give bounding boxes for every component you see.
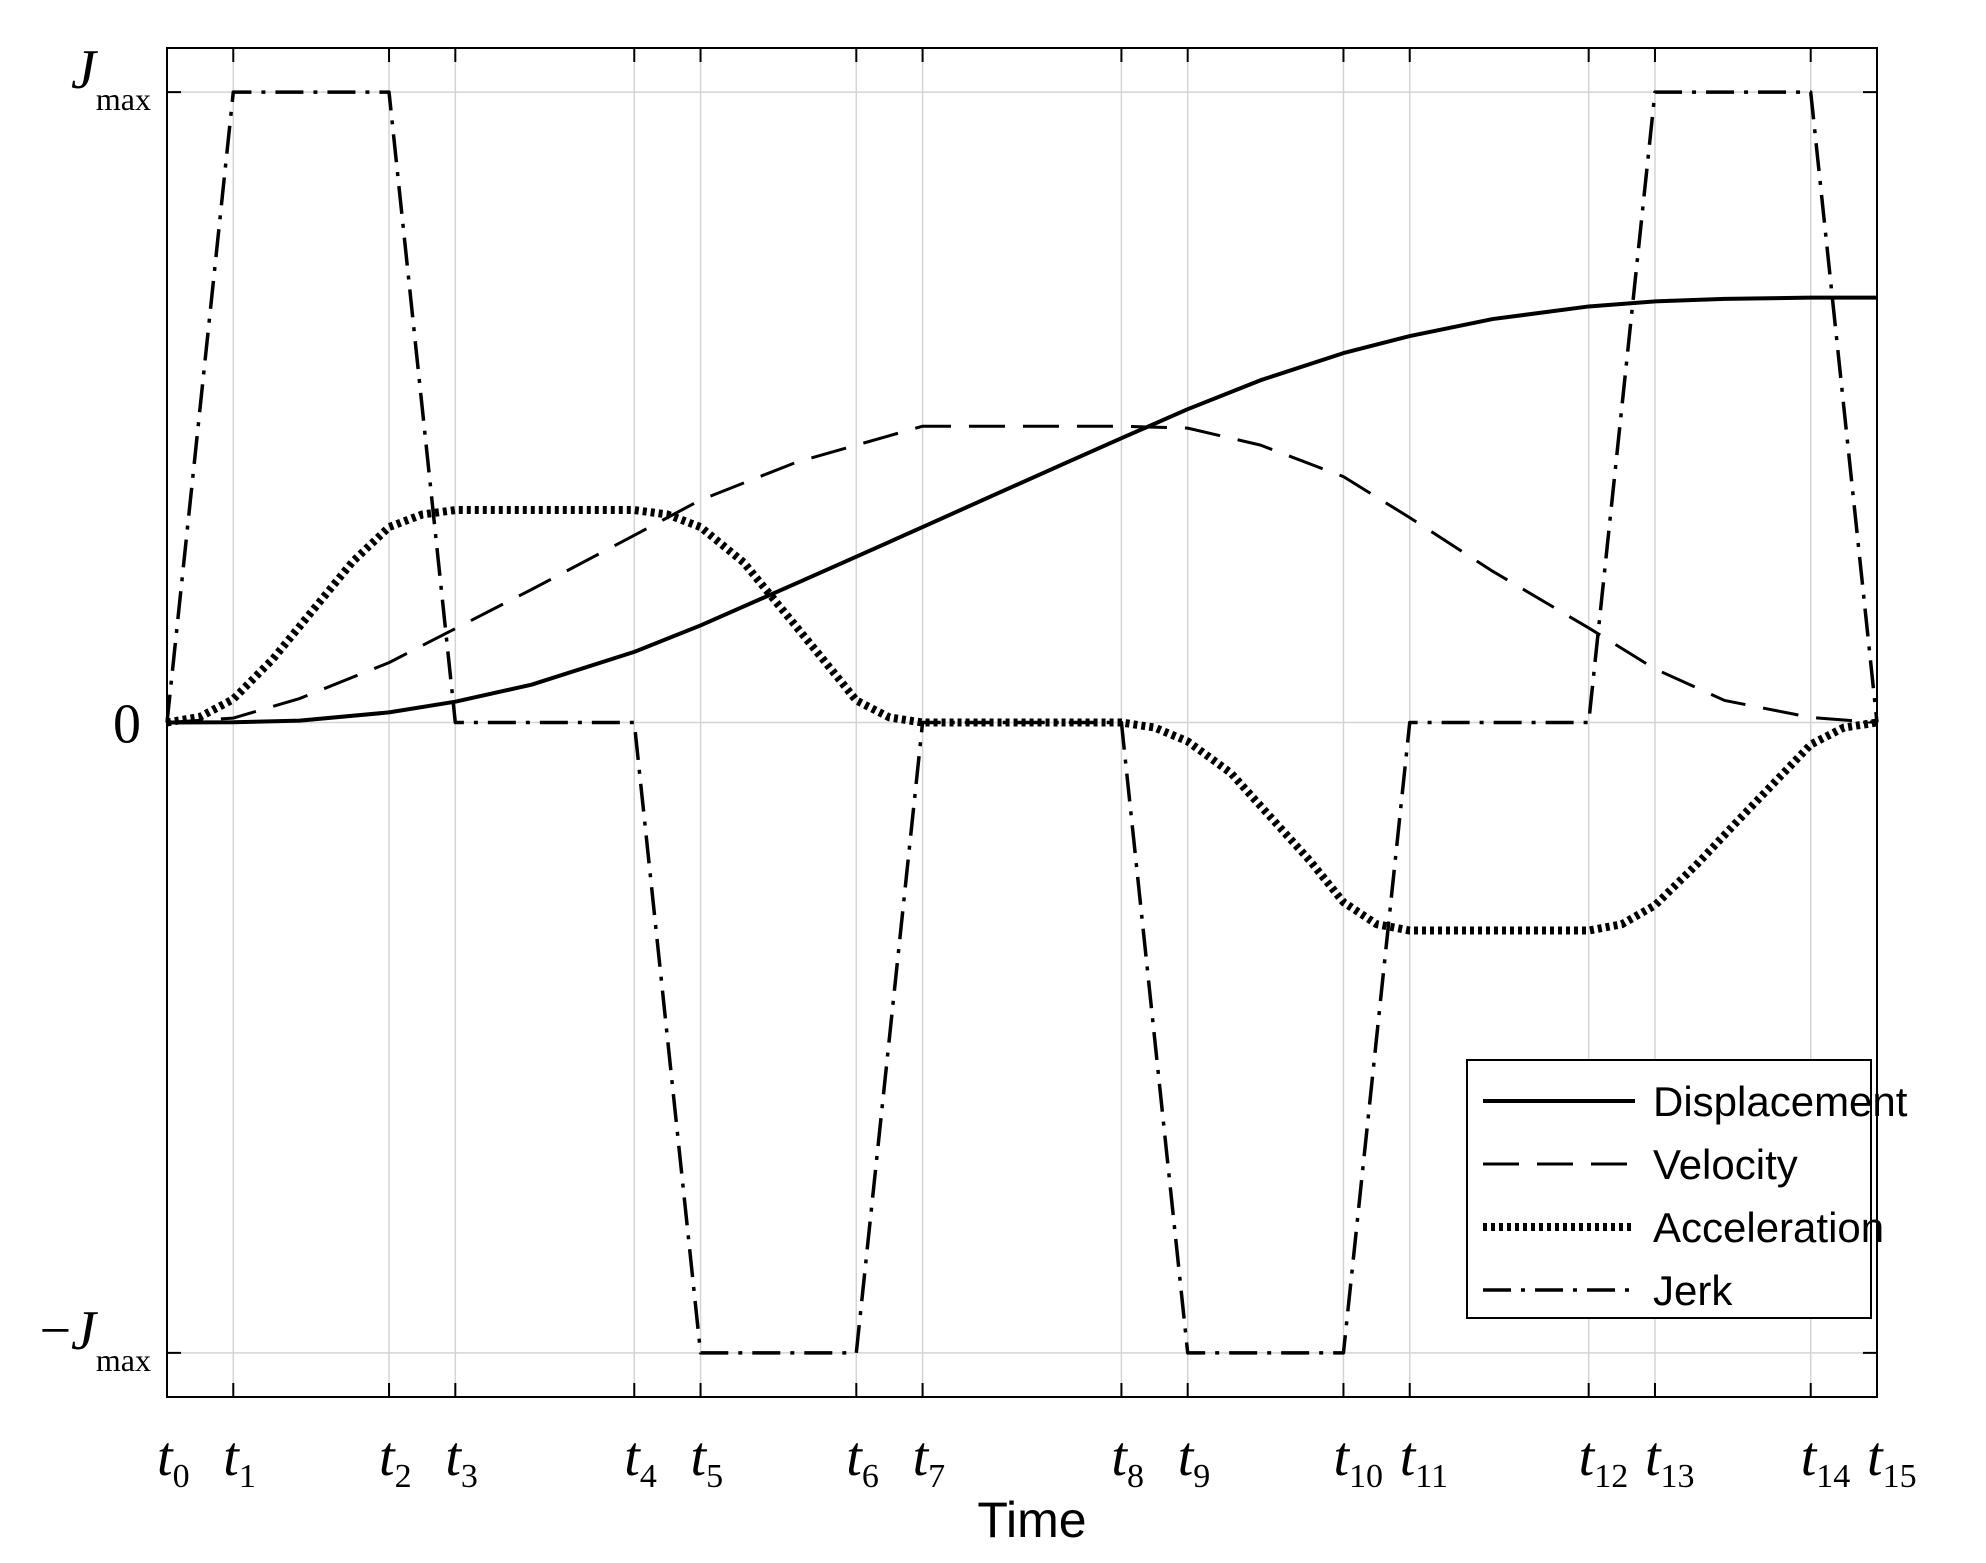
x-tick-label: t13 [1645, 1426, 1695, 1495]
x-tick-subscript: 13 [1661, 1458, 1695, 1495]
series-layer [165, 90, 1879, 1355]
x-tick-symbol: t [1801, 1426, 1818, 1488]
x-tick-symbol: t [1178, 1426, 1195, 1488]
x-tick-subscript: 2 [395, 1458, 412, 1495]
tick-marks [166, 48, 1878, 1397]
x-tick-subscript: 0 [173, 1458, 190, 1495]
x-tick-subscript: 7 [928, 1458, 945, 1495]
x-tick-label: t11 [1400, 1426, 1448, 1495]
y-tick-sign: − [39, 1300, 71, 1362]
y-tick-label: Jmax [71, 39, 151, 117]
x-tick-labels: t0 t1 t2 t3 t4 t5 t6 t7 t8 t9 t10 t11 t12 t13 t14 t15 [157, 1426, 1917, 1495]
x-tick-label: t4 [624, 1426, 657, 1495]
series-displacement-line [166, 295, 1877, 725]
x-tick-label: t7 [913, 1426, 946, 1495]
x-tick-symbol: t [913, 1426, 930, 1488]
x-tick-label: t8 [1111, 1426, 1144, 1495]
x-tick-symbol: t [223, 1426, 240, 1488]
x-tick-label: t14 [1801, 1426, 1851, 1495]
y-tick-subscript: max [96, 81, 151, 117]
legend: Displacement Velocity Acceleration Jerk [1466, 1059, 1908, 1319]
x-tick-symbol: t [691, 1426, 708, 1488]
x-tick-symbol: t [445, 1426, 462, 1488]
x-tick-symbol: t [846, 1426, 863, 1488]
x-tick-label: t1 [223, 1426, 256, 1495]
x-tick-subscript: 1 [239, 1458, 256, 1495]
x-tick-subscript: 9 [1193, 1458, 1210, 1495]
x-tick-subscript: 4 [640, 1458, 657, 1495]
series-acceleration-line [166, 506, 1878, 935]
x-tick-symbol: t [1867, 1426, 1884, 1488]
x-tick-subscript: 10 [1349, 1458, 1383, 1495]
legend-label-acceleration: Acceleration [1653, 1204, 1884, 1251]
x-tick-symbol: t [379, 1426, 396, 1488]
x-tick-subscript: 12 [1594, 1458, 1628, 1495]
series-velocity-line [166, 424, 1878, 724]
x-tick-subscript: 15 [1883, 1458, 1917, 1495]
x-tick-label: t9 [1178, 1426, 1211, 1495]
x-tick-subscript: 8 [1127, 1458, 1144, 1495]
x-tick-label: t5 [691, 1426, 724, 1495]
x-tick-symbol: t [1645, 1426, 1662, 1488]
series-jerk-line [165, 90, 1879, 1355]
x-tick-label: t2 [379, 1426, 412, 1495]
y-tick-symbol: J [71, 1300, 99, 1362]
x-tick-label: t6 [846, 1426, 879, 1495]
x-tick-label: t12 [1579, 1426, 1629, 1495]
x-tick-symbol: t [1400, 1426, 1417, 1488]
x-tick-subscript: 5 [706, 1458, 723, 1495]
x-tick-label: t10 [1333, 1426, 1383, 1495]
x-tick-label: t3 [445, 1426, 478, 1495]
x-tick-symbol: t [157, 1426, 174, 1488]
y-tick-subscript: max [96, 1342, 151, 1378]
x-tick-label: t15 [1867, 1426, 1917, 1495]
x-tick-subscript: 6 [862, 1458, 879, 1495]
y-tick-label: −Jmax [39, 1300, 151, 1378]
x-tick-label: t0 [157, 1426, 190, 1495]
x-tick-subscript: 11 [1415, 1458, 1448, 1495]
x-tick-symbol: t [624, 1426, 641, 1488]
x-tick-symbol: t [1579, 1426, 1596, 1488]
legend-label-displacement: Displacement [1653, 1078, 1908, 1125]
x-tick-subscript: 14 [1816, 1458, 1850, 1495]
x-axis-label: Time [977, 1492, 1086, 1548]
x-tick-subscript: 3 [461, 1458, 478, 1495]
x-tick-symbol: t [1333, 1426, 1350, 1488]
x-tick-symbol: t [1111, 1426, 1128, 1488]
legend-label-jerk: Jerk [1653, 1267, 1733, 1314]
legend-label-velocity: Velocity [1653, 1141, 1798, 1188]
y-tick-symbol: J [71, 39, 99, 101]
y-tick-label: 0 [113, 694, 141, 756]
